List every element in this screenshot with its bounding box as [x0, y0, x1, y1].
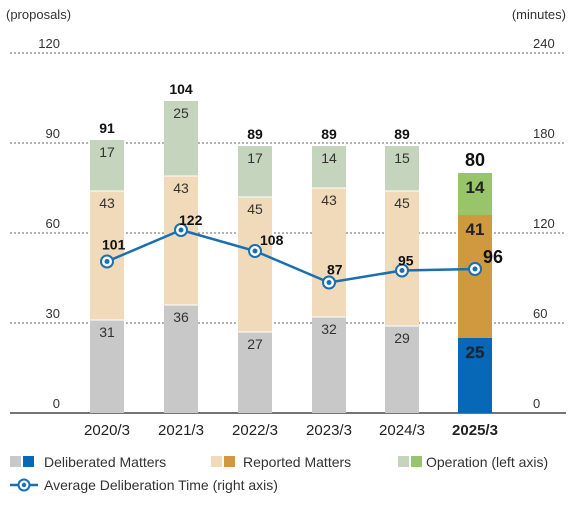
right-tick-label: 120 — [533, 216, 555, 231]
bar-segment — [164, 176, 198, 305]
right-tick-label: 180 — [533, 126, 555, 141]
right-tick-label: 0 — [533, 396, 540, 411]
legend-swatch — [10, 456, 21, 467]
stacked-bars — [90, 101, 492, 413]
line-value-label: 122 — [179, 212, 203, 228]
bar-segment — [385, 326, 419, 413]
total-value-label: 104 — [169, 81, 193, 97]
line-value-label: 87 — [327, 262, 343, 278]
bar-segment — [312, 146, 346, 188]
bar-segment — [312, 317, 346, 413]
left-tick-label: 90 — [46, 126, 60, 141]
total-value-label: 89 — [321, 126, 337, 142]
total-value-label: 91 — [99, 120, 115, 136]
bar-segment — [238, 146, 272, 197]
left-tick-label: 60 — [46, 216, 60, 231]
line-point — [252, 248, 258, 254]
category-labels: 2020/3 2021/3 2022/3 2023/3 2024/3 2025/3 — [84, 422, 498, 439]
segment-value-label: 43 — [99, 195, 115, 211]
left-axis-unit: (proposals) — [6, 7, 71, 22]
legend-swatch-highlight — [23, 456, 34, 467]
category-label: 2023/3 — [306, 422, 352, 439]
line-series: 101 122 108 87 95 96 — [100, 212, 503, 290]
segment-value-label: 17 — [99, 144, 115, 160]
legend-swatch-highlight — [224, 456, 235, 467]
bar-segment — [312, 188, 346, 317]
segment-value-label: 15 — [394, 150, 410, 166]
line-value-label: 101 — [102, 237, 126, 253]
segment-value-label: 14 — [321, 150, 337, 166]
category-label: 2024/3 — [379, 422, 425, 439]
legend-line-marker-dot — [21, 482, 27, 488]
bar-segment — [164, 101, 198, 176]
bar-segment — [385, 146, 419, 191]
segment-value-label: 45 — [247, 201, 263, 217]
segment-value-label: 36 — [173, 309, 189, 325]
segment-value-label: 43 — [173, 180, 189, 196]
bar-segment — [90, 320, 124, 413]
right-tick-label: 60 — [533, 306, 547, 321]
segment-value-label: 43 — [321, 192, 337, 208]
line-value-label: 95 — [398, 253, 414, 269]
segment-value-label: 31 — [99, 324, 115, 340]
bar-segment — [90, 140, 124, 191]
segment-labels: 31 43 17 36 43 25 27 45 17 32 43 14 29 45 15 25 41 14 — [99, 105, 485, 362]
line-value-label: 96 — [483, 247, 503, 267]
line-point — [326, 280, 332, 285]
total-labels: 91 104 89 89 89 80 — [99, 81, 485, 170]
right-axis-unit: (minutes) — [512, 7, 566, 22]
segment-value-label: 14 — [466, 178, 485, 197]
segment-value-label: 25 — [173, 105, 189, 121]
line-value-label: 108 — [260, 232, 284, 248]
left-tick-label: 120 — [38, 36, 60, 51]
left-tick-label: 30 — [46, 306, 60, 321]
segment-value-label: 32 — [321, 321, 337, 337]
legend: Deliberated Matters Reported Matters Opera… — [10, 454, 548, 493]
line-point — [104, 259, 110, 264]
line-path — [106, 228, 476, 284]
legend-label: Reported Matters — [243, 454, 351, 470]
bar-segment — [458, 173, 492, 215]
segment-value-label: 25 — [466, 343, 485, 362]
legend-label: Operation (left axis) — [426, 454, 548, 470]
segment-value-label: 17 — [247, 150, 263, 166]
bar-segment — [385, 191, 419, 326]
line-point — [178, 227, 184, 233]
legend-label: Deliberated Matters — [44, 454, 166, 470]
bar-segment — [458, 338, 492, 413]
segment-value-label: 41 — [466, 220, 485, 239]
category-label: 2025/3 — [452, 422, 498, 439]
total-value-label: 89 — [247, 126, 263, 142]
bar-segment — [458, 215, 492, 338]
category-label: 2022/3 — [232, 422, 278, 439]
category-label: 2020/3 — [84, 422, 130, 439]
category-label: 2021/3 — [158, 422, 204, 439]
line-point — [399, 268, 405, 273]
legend-swatch — [398, 456, 409, 467]
segment-value-label: 45 — [394, 195, 410, 211]
segment-value-label: 29 — [394, 330, 410, 346]
line-point — [472, 266, 478, 272]
legend-swatch-highlight — [411, 456, 422, 467]
segment-value-label: 27 — [247, 336, 263, 352]
right-tick-label: 240 — [533, 36, 555, 51]
bar-segment — [238, 197, 272, 332]
left-tick-label: 0 — [53, 396, 60, 411]
legend-swatch — [211, 456, 222, 467]
total-value-label: 80 — [465, 150, 485, 170]
bar-segment — [164, 305, 198, 413]
legend-line-label: Average Deliberation Time (right axis) — [44, 477, 278, 493]
bar-segment — [238, 332, 272, 413]
total-value-label: 89 — [394, 126, 410, 142]
